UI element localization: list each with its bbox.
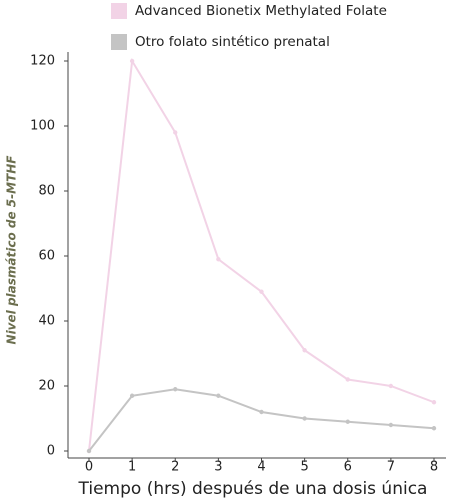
x-tick-label: 0 — [85, 460, 93, 475]
legend-label: Otro folato sintético prenatal — [135, 34, 330, 50]
data-point — [173, 130, 178, 135]
y-axis-label: Nivel plasmático de 5-MTHF — [5, 155, 19, 345]
data-point — [259, 409, 264, 415]
data-point — [388, 383, 394, 389]
data-point — [216, 257, 221, 262]
y-tick-label: 120 — [30, 54, 55, 69]
y-tick-label: 60 — [38, 249, 55, 264]
x-tick-label: 7 — [387, 460, 395, 475]
data-point — [216, 393, 221, 398]
data-point — [302, 348, 307, 353]
y-tick-label: 40 — [38, 314, 55, 329]
legend-swatch — [111, 3, 127, 19]
data-point — [259, 289, 264, 294]
x-tick-label: 3 — [214, 460, 222, 475]
y-tick-label: 0 — [47, 444, 55, 459]
series-line — [88, 57, 435, 452]
data-point — [345, 419, 350, 424]
x-tick-label: 6 — [344, 460, 352, 475]
data-point — [431, 400, 437, 405]
y-tick-label: 20 — [38, 379, 55, 394]
x-tick-label: 8 — [430, 460, 438, 475]
legend-swatch — [111, 34, 127, 50]
data-point — [129, 393, 135, 398]
x-axis-label: Tiempo (hrs) después de una dosis única — [78, 479, 428, 499]
data-point — [86, 448, 92, 454]
x-tick-label: 4 — [257, 460, 265, 475]
x-tick-label: 2 — [171, 460, 179, 475]
x-tick-label: 1 — [128, 460, 136, 475]
series-line — [88, 388, 435, 452]
data-point — [431, 426, 437, 431]
data-point — [173, 387, 178, 392]
y-tick-label: 100 — [30, 119, 55, 134]
data-point — [302, 416, 307, 421]
x-tick-label: 5 — [300, 460, 308, 475]
data-point — [345, 377, 350, 382]
data-point — [129, 58, 135, 64]
legend-label: Advanced Bionetix Methylated Folate — [135, 3, 387, 19]
data-point — [388, 422, 394, 428]
y-tick-label: 80 — [38, 184, 55, 199]
